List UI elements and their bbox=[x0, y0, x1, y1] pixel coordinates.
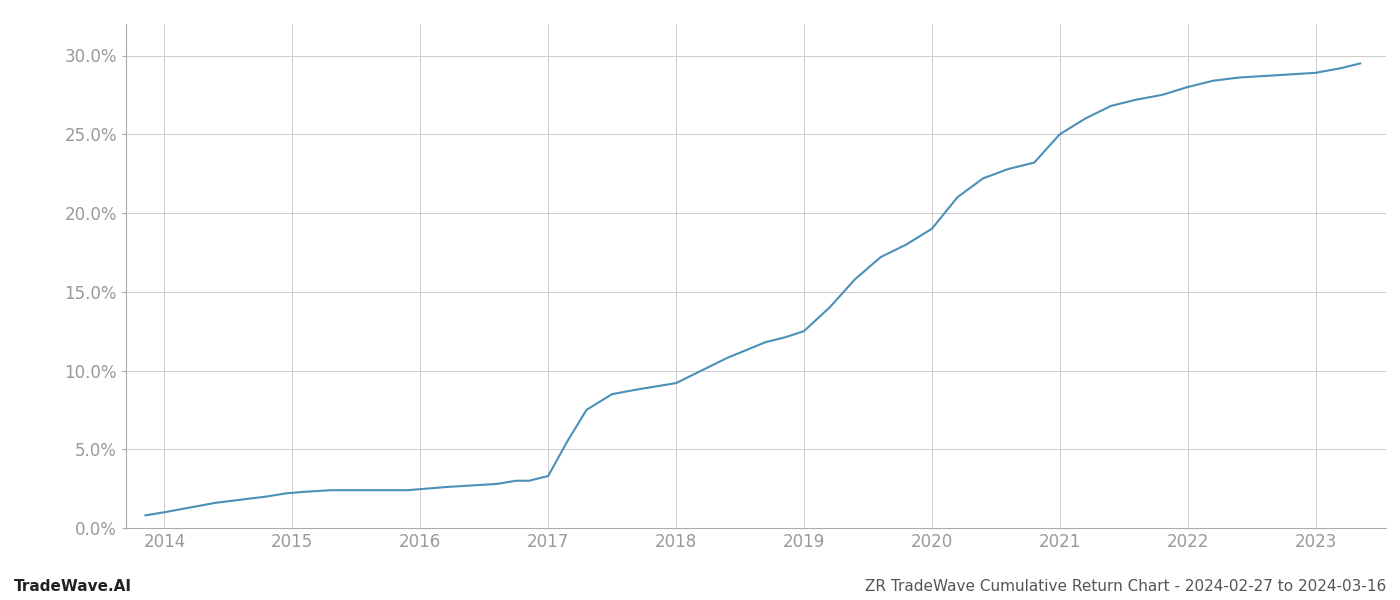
Text: TradeWave.AI: TradeWave.AI bbox=[14, 579, 132, 594]
Text: ZR TradeWave Cumulative Return Chart - 2024-02-27 to 2024-03-16: ZR TradeWave Cumulative Return Chart - 2… bbox=[865, 579, 1386, 594]
